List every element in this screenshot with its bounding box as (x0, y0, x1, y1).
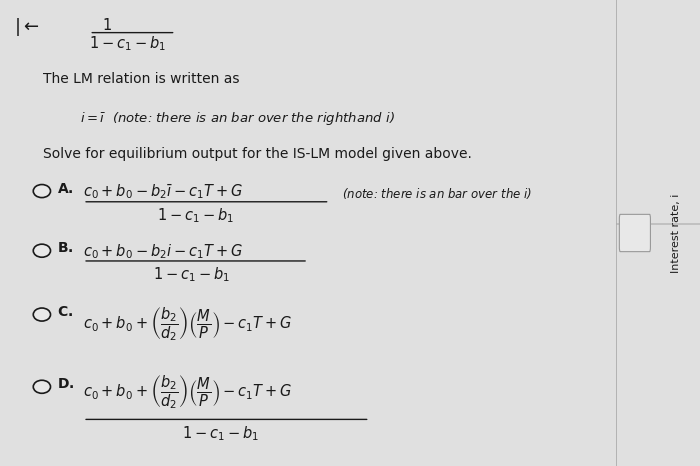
Text: $\mathbf{A.}$: $\mathbf{A.}$ (57, 182, 74, 196)
Text: $1-c_1-b_1$: $1-c_1-b_1$ (153, 265, 230, 284)
Text: $c_0+b_0-b_2\bar{\imath}-c_1T+G$: $c_0+b_0-b_2\bar{\imath}-c_1T+G$ (83, 183, 243, 201)
Text: $1$: $1$ (102, 17, 111, 33)
Text: Interest rate, i: Interest rate, i (671, 193, 682, 273)
Text: $\mathbf{D.}$: $\mathbf{D.}$ (57, 377, 74, 391)
Circle shape (34, 185, 50, 198)
Text: The LM relation is written as: The LM relation is written as (43, 72, 239, 86)
Text: Solve for equilibrium output for the IS-LM model given above.: Solve for equilibrium output for the IS-… (43, 147, 472, 161)
Text: $i = \bar{\imath}$  (note: there is an bar over the righthand $i$): $i = \bar{\imath}$ (note: there is an ba… (80, 110, 395, 127)
FancyBboxPatch shape (620, 214, 650, 252)
Text: $\mathbf{B.}$: $\mathbf{B.}$ (57, 241, 73, 255)
Circle shape (34, 380, 50, 393)
Text: $\mathbf{C.}$: $\mathbf{C.}$ (57, 305, 73, 319)
Circle shape (34, 308, 50, 321)
Text: ...: ... (630, 228, 639, 238)
Text: $c_0+b_0+\left(\dfrac{b_2}{d_2}\right)\left(\dfrac{M}{P}\right)-c_1T+G$: $c_0+b_0+\left(\dfrac{b_2}{d_2}\right)\l… (83, 305, 293, 343)
Circle shape (34, 244, 50, 257)
Text: $c_0+b_0+\left(\dfrac{b_2}{d_2}\right)\left(\dfrac{M}{P}\right)-c_1T+G$: $c_0+b_0+\left(\dfrac{b_2}{d_2}\right)\l… (83, 373, 293, 411)
Text: $1-c_1-b_1$: $1-c_1-b_1$ (182, 424, 259, 443)
Text: $1-c_1-b_1$: $1-c_1-b_1$ (90, 34, 167, 53)
Text: (note: there is an bar over the $i$): (note: there is an bar over the $i$) (342, 186, 532, 201)
Text: $1-c_1-b_1$: $1-c_1-b_1$ (157, 206, 234, 225)
Text: $|\leftarrow$: $|\leftarrow$ (13, 16, 39, 38)
Text: $c_0+b_0-b_2i-c_1T+G$: $c_0+b_0-b_2i-c_1T+G$ (83, 243, 243, 261)
